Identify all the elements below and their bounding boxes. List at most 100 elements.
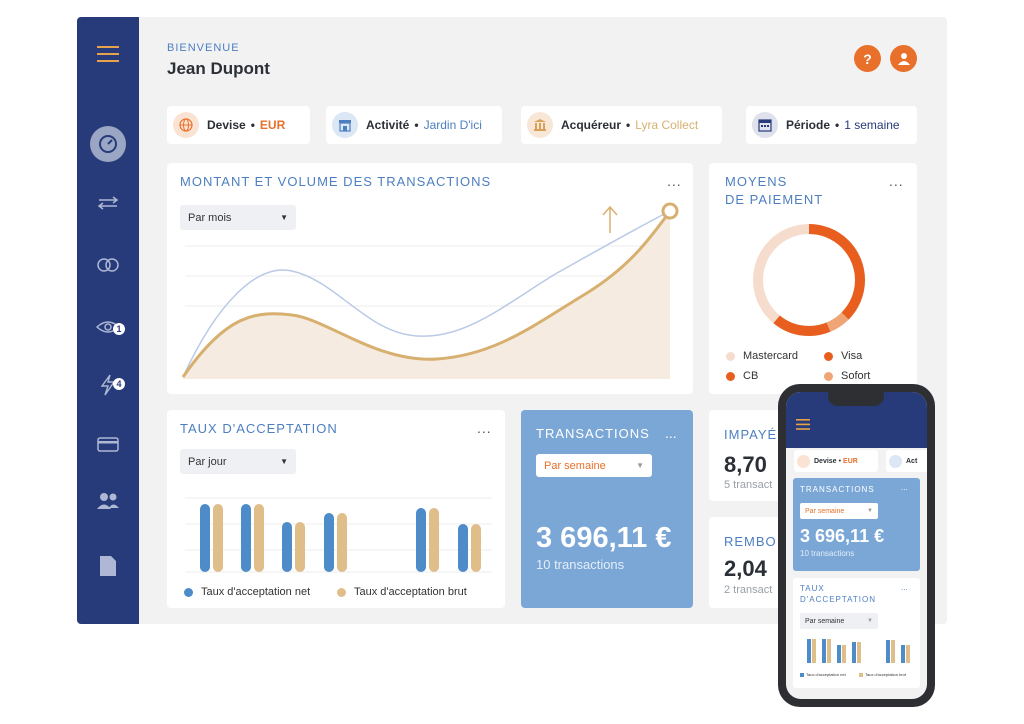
transactions-more-button[interactable]: ... <box>665 425 677 441</box>
chevron-down-icon: ▼ <box>867 508 873 514</box>
lightning-badge: 4 <box>113 378 125 390</box>
legend-label: Taux d'acceptation brut <box>865 672 907 677</box>
bar-brut <box>429 508 439 572</box>
globe-icon <box>797 454 810 468</box>
bar-brut <box>254 504 264 572</box>
phone-transactions-select[interactable]: Par semaine ▼ <box>800 503 878 519</box>
montant-more-button[interactable]: ... <box>667 173 682 189</box>
acceptation-select-value: Par jour <box>188 455 227 468</box>
impayes-value: 8,70 <box>724 452 767 477</box>
globe-icon <box>173 112 199 138</box>
moyens-title-line2: DE PAIEMENT <box>725 192 824 207</box>
bar-brut <box>906 645 910 663</box>
chevron-down-icon: ▼ <box>867 618 873 624</box>
bar-net <box>241 504 251 572</box>
exchange-icon[interactable] <box>77 193 139 213</box>
transactions-amount: 3 696,11 € <box>536 522 672 554</box>
bar-brut <box>295 522 305 572</box>
payment-donut <box>753 224 865 336</box>
phone-notch <box>828 392 884 406</box>
phone-transactions-amount: 3 696,11 € <box>800 526 885 546</box>
phone-transactions-card: TRANSACTIONS ... Par semaine ▼ 3 696,11 €… <box>793 478 920 571</box>
user-name: Jean Dupont <box>167 59 270 78</box>
filter-periode[interactable]: Période • 1 semaine <box>746 106 917 144</box>
profile-button[interactable] <box>890 45 917 72</box>
arrow-up-icon <box>602 205 618 233</box>
cb-segment <box>753 224 865 336</box>
menu-icon[interactable] <box>77 42 139 66</box>
bar-net <box>901 645 905 663</box>
chevron-down-icon: ▼ <box>280 213 288 222</box>
filter-devise-label: Devise <box>207 118 246 132</box>
help-button[interactable]: ? <box>854 45 881 72</box>
acceptation-period-select[interactable]: Par jour ▼ <box>180 449 296 474</box>
eye-icon[interactable]: 1 <box>77 315 139 339</box>
bar-net <box>886 640 890 663</box>
acceptation-more-button[interactable]: ... <box>477 420 492 436</box>
phone-filter-devise[interactable]: Devise • EUR <box>794 450 878 472</box>
legend-dot <box>726 371 735 381</box>
legend-label: Taux d'acceptation brut <box>354 586 467 598</box>
document-icon[interactable] <box>77 554 139 578</box>
montant-chart <box>181 202 679 379</box>
legend-dot <box>824 371 833 381</box>
visa-segment <box>753 224 865 336</box>
phone-acceptation-select-value: Par semaine <box>805 617 845 625</box>
moyens-more-button[interactable]: ... <box>889 173 904 189</box>
filter-acquereur[interactable]: Acquéreur • Lyra Collect <box>521 106 722 144</box>
area-fill <box>183 211 670 379</box>
filter-activite-value: Jardin D'ici <box>423 118 482 132</box>
filter-acquereur-value: Lyra Collect <box>635 118 699 132</box>
phone-legend-net: Taux d'acceptation net <box>800 672 846 677</box>
bar-brut <box>827 639 831 663</box>
phone-transactions-select-value: Par semaine <box>805 507 845 515</box>
phone-acceptation-select[interactable]: Par semaine ▼ <box>800 613 878 629</box>
filter-devise[interactable]: Devise • EUR <box>167 106 310 144</box>
filter-devise-value: EUR <box>259 118 286 132</box>
bar-brut <box>857 642 861 663</box>
phone-acceptation-more[interactable]: ... <box>901 583 908 592</box>
legend-dot <box>800 672 804 677</box>
bar-net <box>822 639 826 663</box>
phone-menu-icon[interactable] <box>796 417 810 435</box>
phone-chip-value: EUR <box>843 457 858 465</box>
transactions-title: TRANSACTIONS <box>536 426 650 441</box>
greeting-label: BIENVENUE <box>167 42 240 54</box>
card-icon[interactable] <box>77 435 139 453</box>
shop-icon <box>889 454 902 468</box>
rembo-value: 2,04 <box>724 556 767 581</box>
calendar-icon <box>752 112 778 138</box>
legend-label: Taux d'acceptation net <box>806 672 846 677</box>
bar-net <box>416 508 426 572</box>
rings-icon[interactable] <box>77 255 139 275</box>
phone-filter-activite[interactable]: Act <box>886 450 927 472</box>
legend-brut: Taux d'acceptation brut <box>337 586 467 598</box>
filter-activite-label: Activité <box>366 118 410 132</box>
legend-label: Taux d'acceptation net <box>201 586 311 598</box>
legend-mastercard: Mastercard <box>726 350 798 362</box>
chevron-down-icon: ▼ <box>636 461 644 470</box>
moyens-title-line1: MOYENS <box>725 174 788 189</box>
chevron-down-icon: ▼ <box>280 457 288 466</box>
filter-acquereur-label: Acquéreur <box>561 118 622 132</box>
montant-title: MONTANT ET VOLUME DES TRANSACTIONS <box>180 174 492 189</box>
gauge-icon[interactable] <box>77 125 139 163</box>
phone-transactions-more[interactable]: ... <box>901 483 908 492</box>
filter-periode-label: Période <box>786 118 831 132</box>
montant-line <box>181 210 672 378</box>
bar-net <box>852 642 856 663</box>
legend-label: Sofort <box>841 370 871 382</box>
users-icon[interactable] <box>77 491 139 511</box>
montant-period-select[interactable]: Par mois ▼ <box>180 205 296 230</box>
sidebar: 1 4 <box>77 17 139 624</box>
transactions-period-select[interactable]: Par semaine ▼ <box>536 454 652 477</box>
shop-icon <box>332 112 358 138</box>
moyens-card: MOYENS DE PAIEMENT ... Mastercard Visa C… <box>709 163 917 394</box>
phone-acceptation-chart <box>807 639 910 663</box>
legend-dot <box>859 672 863 677</box>
acceptation-card: TAUX D'ACCEPTATION ... Par jour ▼ Taux d'… <box>167 410 505 608</box>
transactions-card: TRANSACTIONS ... Par semaine ▼ 3 696,11 €… <box>521 410 693 608</box>
eye-badge: 1 <box>113 323 125 335</box>
filter-activite[interactable]: Activité • Jardin D'ici <box>326 106 502 144</box>
lightning-icon[interactable]: 4 <box>77 372 139 398</box>
